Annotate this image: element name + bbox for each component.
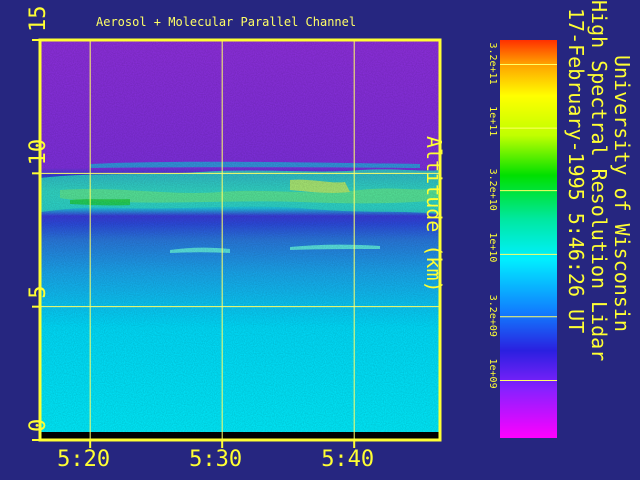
datetime-label: 17-February-1995 5:46:26 UT <box>564 8 588 334</box>
instrument-label: High Spectral Resolution Lidar <box>587 0 611 362</box>
y-tick-label: 10 <box>26 138 51 166</box>
heatmap-area <box>40 40 440 440</box>
institution-label: University of Wisconsin <box>610 55 634 332</box>
grid-lines <box>40 40 440 440</box>
y-tick-label: 5 <box>26 285 51 299</box>
heatmap-noise <box>40 40 440 440</box>
colorbar <box>500 40 557 438</box>
colorbar-tick-label: 3.2e+09 <box>487 294 498 337</box>
colorbar-tick-label: 1e+09 <box>487 358 498 389</box>
x-tick-label: 5:20 <box>57 447 111 472</box>
colorbar-tick-label: 3.2e+11 <box>487 42 498 85</box>
x-tick-label: 5:30 <box>189 447 243 472</box>
axis-ticks <box>32 39 356 448</box>
chart-title: Aerosol + Molecular Parallel Channel <box>96 15 357 29</box>
colorbar-tick-label: 1e+10 <box>487 232 498 263</box>
colorbar-tick-label: 1e+11 <box>487 106 498 137</box>
colorbar-ticks <box>500 63 557 381</box>
y-axis-label: Altitude (km) <box>422 136 446 293</box>
y-tick-label: 15 <box>26 5 51 33</box>
colorbar-tick-label: 3.2e+10 <box>487 168 498 211</box>
y-tick-label: 0 <box>26 418 51 432</box>
x-tick-label: 5:40 <box>321 447 375 472</box>
plot-frame <box>38 38 442 442</box>
ground-band <box>40 432 440 440</box>
